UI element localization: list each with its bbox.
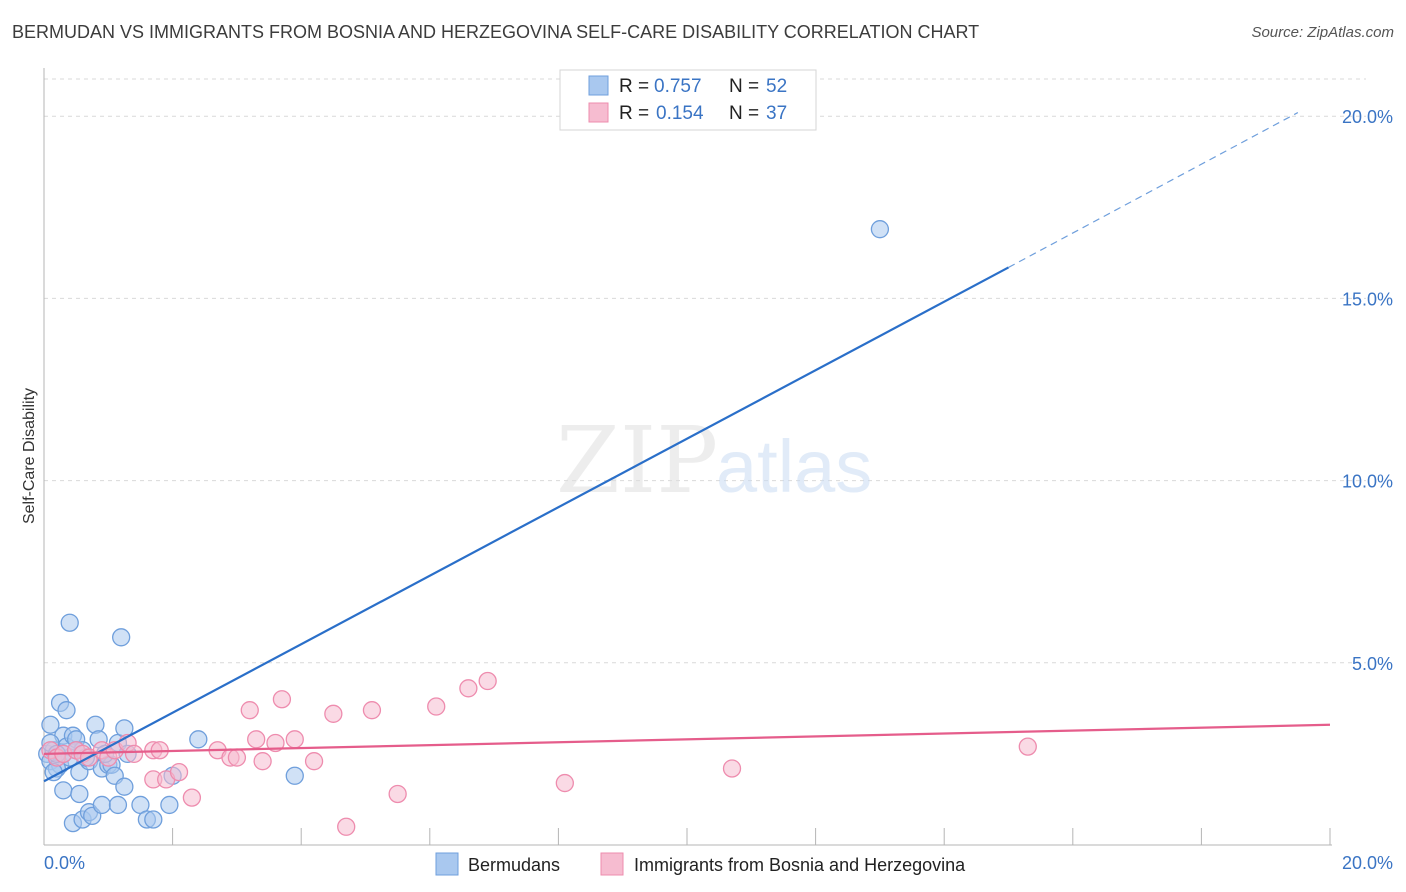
bermudans-point	[160, 795, 179, 815]
bosnia-point	[722, 759, 742, 778]
bosnia-point	[362, 701, 382, 720]
bosnia-point	[555, 773, 574, 793]
bermudans-swatch	[588, 75, 609, 96]
bermudans-point	[41, 715, 60, 734]
y-tick-labels: 5.0% 10.0% 15.0% 20.0%	[1342, 107, 1393, 674]
bermudans-point	[285, 766, 304, 785]
bosnia-point	[304, 752, 324, 771]
legend-bermudans-swatch	[435, 852, 459, 876]
n-label-bermudans: N =	[729, 76, 759, 97]
x-tick-label-max: 20.0%	[1342, 853, 1393, 873]
bermudans-point	[108, 795, 128, 815]
bermudans-point	[115, 777, 134, 796]
bosnia-point	[247, 730, 266, 749]
bermudans-points	[38, 220, 890, 833]
bosnia-point	[459, 679, 478, 698]
bosnia-point	[169, 762, 189, 782]
y-tick-label: 10.0%	[1342, 472, 1393, 492]
bosnia-point	[124, 744, 144, 764]
bermudans-trend-line	[43, 266, 1010, 783]
bosnia-point	[427, 697, 446, 716]
bosnia-point	[253, 752, 272, 771]
bermudans-point	[870, 220, 890, 239]
legend-bermudans-label: Bermudans	[468, 855, 560, 875]
bosnia-point	[285, 730, 304, 749]
y-tick-label: 20.0%	[1342, 107, 1393, 127]
y-tick-label: 15.0%	[1342, 289, 1393, 309]
bosnia-swatch	[588, 102, 609, 123]
bosnia-trend-line	[43, 723, 1331, 756]
n-value-bosnia: 37	[766, 103, 787, 124]
bosnia-point	[182, 788, 202, 807]
bermudans-point	[54, 781, 73, 800]
bermudans-point	[60, 613, 79, 632]
bosnia-point	[240, 701, 259, 720]
y-tick-label: 5.0%	[1352, 654, 1393, 674]
bermudans-point	[92, 795, 112, 815]
r-label-bermudans: R =	[619, 76, 649, 97]
watermark-atlas: atlas	[716, 425, 872, 508]
r-value-bermudans: 0.757	[654, 76, 702, 97]
bosnia-point	[227, 748, 247, 767]
legend-bosnia-label: Immigrants from Bosnia and Herzegovina	[634, 855, 966, 875]
chart-title: BERMUDAN VS IMMIGRANTS FROM BOSNIA AND H…	[12, 22, 980, 42]
bosnia-point	[337, 817, 356, 836]
bermudans-point	[70, 784, 89, 804]
bosnia-point	[266, 733, 285, 753]
r-value-bosnia: 0.154	[656, 103, 704, 124]
bermudans-trend-extension	[1008, 112, 1299, 268]
bosnia-point	[388, 784, 407, 804]
stats-legend: R = 0.757 N = 52 R = 0.154 N = 37	[559, 69, 817, 131]
bosnia-points	[41, 671, 1037, 836]
n-label-bosnia: N =	[729, 103, 759, 124]
watermark-zip: ZIP	[556, 407, 718, 514]
bosnia-point	[1018, 737, 1037, 756]
x-tick-label-min: 0.0%	[44, 853, 85, 873]
bosnia-point	[478, 671, 497, 691]
bermudans-point	[189, 730, 208, 749]
gridlines	[44, 78, 1366, 664]
series-legend: Bermudans Immigrants from Bosnia and Her…	[435, 852, 966, 876]
bermudans-point	[144, 810, 163, 829]
bosnia-point	[324, 704, 343, 723]
y-axis-label: Self-Care Disability	[21, 388, 38, 524]
bermudans-point	[57, 701, 76, 720]
watermark: ZIP atlas	[556, 407, 872, 514]
legend-bosnia-swatch	[600, 852, 624, 876]
bosnia-point	[272, 690, 292, 709]
x-axis-ticks	[43, 828, 1331, 845]
r-label-bosnia: R =	[619, 103, 649, 124]
bermudans-point	[112, 628, 131, 647]
source-label: Source: ZipAtlas.com	[1251, 24, 1394, 41]
n-value-bermudans: 52	[766, 76, 787, 97]
